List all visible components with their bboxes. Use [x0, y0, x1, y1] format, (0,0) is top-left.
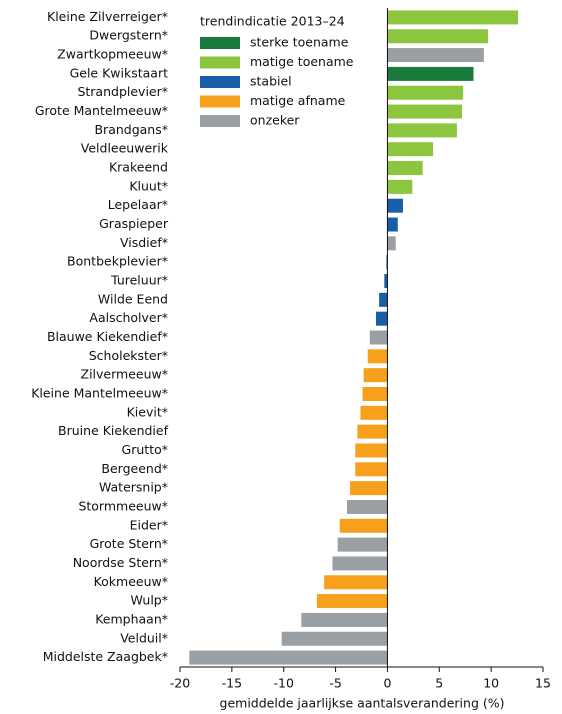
x-tick-label: 15 [535, 676, 551, 691]
y-tick-label: Kokmeeuw* [94, 574, 168, 589]
y-tick-label: Middelste Zaagbek* [43, 649, 168, 664]
bar [316, 594, 388, 609]
y-tick-label: Kleine Zilverreiger* [47, 9, 168, 24]
bar [387, 29, 489, 44]
x-tick-label: 0 [383, 676, 391, 691]
y-tick-label: Noordse Stern* [73, 555, 168, 570]
y-tick-label: Lepelaar* [108, 197, 168, 212]
bar [387, 198, 403, 213]
bar [379, 292, 388, 307]
bar [281, 631, 388, 646]
bar [387, 85, 464, 100]
bar [387, 161, 423, 176]
y-tick-label: Grote Mantelmeeuw* [35, 103, 168, 118]
bar [362, 386, 388, 401]
legend-label: matige toename [250, 54, 354, 69]
bar [387, 179, 413, 194]
y-tick-label: Watersnip* [99, 480, 168, 495]
legend-label: matige afname [250, 93, 346, 108]
y-tick-label: Kluut* [129, 178, 168, 193]
y-tick-label: Wulp* [131, 593, 169, 608]
bar [367, 349, 388, 364]
bar [387, 48, 484, 63]
legend-label: sterke toename [250, 35, 349, 50]
bar [355, 443, 388, 458]
legend-swatch [200, 95, 240, 108]
legend-label: stabiel [250, 74, 292, 89]
y-tick-label: Eider* [130, 517, 168, 532]
bar [386, 255, 388, 270]
y-tick-label: Bruine Kiekendief [58, 423, 169, 438]
bar [387, 217, 398, 232]
y-tick-label: Graspieper [99, 216, 169, 231]
bar [387, 10, 519, 25]
y-tick-label: Visdief* [120, 235, 168, 250]
legend-swatch [200, 56, 240, 69]
y-tick-label: Grote Stern* [90, 536, 168, 551]
bar [332, 556, 388, 571]
legend-swatch [200, 115, 240, 127]
bar [387, 236, 396, 251]
bar [387, 123, 457, 138]
y-tick-label: Gele Kwikstaart [70, 65, 169, 80]
y-tick-label: Velduil* [120, 630, 168, 645]
bar [355, 462, 388, 477]
y-tick-label: Grutto* [122, 442, 168, 457]
bar [346, 499, 388, 514]
y-tick-label: Wilde Eend [98, 291, 168, 306]
x-tick-label: -10 [274, 676, 294, 691]
y-tick-label: Stormmeeuw* [78, 498, 168, 513]
y-tick-label: Tureluur* [110, 273, 168, 288]
x-tick-label: 10 [483, 676, 499, 691]
y-tick-label: Brandgans* [94, 122, 168, 137]
x-tick-label: -5 [329, 676, 341, 691]
x-tick-label: -15 [222, 676, 242, 691]
bar [369, 330, 388, 345]
y-tick-label: Krakeend [109, 160, 168, 175]
legend-swatch [200, 76, 240, 88]
y-tick-label: Veldleeuwerik [81, 141, 169, 156]
legend-title: trendindicatie 2013–24 [200, 14, 345, 29]
x-tick-label: -20 [170, 676, 190, 691]
bar [384, 274, 388, 289]
legend-swatch [200, 37, 240, 49]
y-tick-label: Strandplevier* [77, 84, 168, 99]
y-tick-label: Blauwe Kiekendief* [47, 329, 168, 344]
bar [363, 368, 388, 383]
bar [376, 311, 388, 326]
bar [339, 518, 388, 533]
bar [350, 481, 388, 496]
bar [387, 104, 463, 119]
y-tick-label: Aalscholver* [89, 310, 168, 325]
y-tick-label: Zilvermeeuw* [81, 367, 168, 382]
y-tick-label: Zwartkopmeeuw* [57, 47, 168, 62]
x-axis-label: gemiddelde jaarlijkse aantalsverandering… [220, 696, 505, 711]
y-tick-label: Kemphaan* [95, 611, 168, 626]
bar [324, 575, 388, 590]
bar [360, 405, 388, 420]
bar [357, 424, 388, 439]
y-tick-label: Kievit* [127, 404, 168, 419]
y-tick-label: Bontbekplevier* [67, 254, 168, 269]
bar [387, 142, 434, 157]
bar [189, 650, 388, 665]
bar [301, 612, 388, 627]
bar [387, 66, 474, 81]
y-tick-label: Scholekster* [89, 348, 168, 363]
y-tick-label: Bergeend* [101, 461, 168, 476]
bar [337, 537, 388, 552]
x-tick-label: 5 [435, 676, 443, 691]
y-tick-label: Dwergstern* [89, 28, 168, 43]
y-tick-label: Kleine Mantelmeeuw* [31, 385, 168, 400]
legend-label: onzeker [250, 113, 300, 128]
